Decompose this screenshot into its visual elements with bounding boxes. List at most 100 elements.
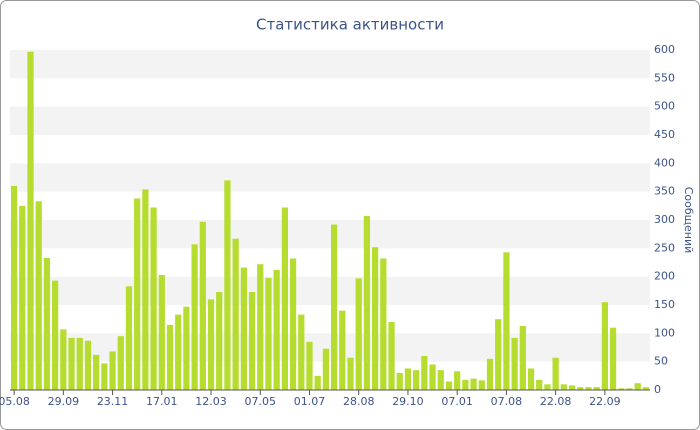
bar — [363, 216, 371, 390]
y-tick-label: 600 — [654, 43, 675, 56]
bar — [593, 387, 600, 390]
bar — [568, 385, 576, 390]
bar — [454, 371, 461, 390]
y-tick-label: 300 — [654, 213, 675, 226]
y-tick-label: 400 — [654, 156, 675, 169]
bar — [445, 381, 453, 390]
bar — [388, 322, 395, 390]
bar — [437, 370, 444, 390]
y-tick-label: 450 — [654, 128, 675, 141]
bar — [150, 207, 157, 390]
bar — [265, 277, 272, 390]
bar — [355, 278, 362, 390]
x-tick-label: 07.05 — [245, 395, 277, 408]
x-tick-label: 07.01 — [441, 395, 473, 408]
bar — [43, 257, 51, 390]
bar — [191, 244, 198, 390]
bar — [314, 375, 321, 390]
grid-band — [10, 50, 650, 79]
x-tick-label: 12.03 — [195, 395, 227, 408]
bar — [52, 280, 59, 390]
bar — [10, 186, 18, 390]
bar — [339, 310, 346, 390]
bar — [380, 258, 387, 390]
bar — [183, 306, 190, 390]
x-tick-label: 23.11 — [97, 395, 129, 408]
y-tick-label: 500 — [654, 100, 675, 113]
bar — [626, 388, 633, 390]
bar — [158, 274, 165, 390]
bar — [618, 388, 625, 390]
bar — [519, 325, 526, 390]
grid-band — [10, 276, 650, 305]
bar — [125, 286, 133, 390]
bar — [134, 198, 141, 390]
bar — [495, 319, 502, 390]
bar — [109, 351, 116, 390]
bar — [552, 357, 559, 390]
bar — [544, 384, 551, 390]
x-tick-label: 28.08 — [343, 395, 375, 408]
bar — [35, 201, 42, 390]
grid-band — [10, 106, 650, 135]
bar — [396, 373, 403, 390]
bar — [273, 269, 280, 390]
bar — [478, 380, 485, 390]
bar — [199, 221, 206, 390]
x-tick-label: 22.08 — [540, 395, 572, 408]
y-tick-label: 100 — [654, 326, 675, 339]
y-tick-label: 150 — [654, 298, 675, 311]
bar — [101, 363, 108, 390]
chart-title: Статистика активности — [256, 16, 444, 34]
x-tick-label: 29.10 — [392, 395, 424, 408]
y-tick-label: 0 — [654, 383, 661, 396]
bar — [232, 238, 239, 390]
bar — [347, 357, 354, 390]
y-axis-label: Сообщений — [682, 187, 695, 254]
bar — [511, 337, 518, 390]
bar — [577, 387, 584, 390]
bar — [421, 356, 428, 390]
bar — [257, 264, 264, 390]
grid-band — [10, 163, 650, 192]
bar — [248, 291, 256, 390]
bar — [60, 329, 67, 390]
bar — [84, 340, 92, 390]
bar — [601, 302, 608, 390]
bar — [527, 368, 535, 390]
bar — [68, 337, 75, 390]
bar — [462, 379, 469, 390]
y-tick-label: 200 — [654, 270, 675, 283]
bar — [634, 383, 641, 390]
y-tick-label: 550 — [654, 71, 675, 84]
bar — [503, 252, 510, 390]
bar — [117, 336, 124, 390]
bar — [372, 247, 379, 390]
bar — [289, 258, 297, 390]
bar — [404, 368, 412, 390]
bar — [207, 299, 215, 390]
bar — [306, 341, 313, 390]
x-tick-label: 17.01 — [146, 395, 178, 408]
bar — [76, 337, 83, 390]
x-tick-label: 05.08 — [0, 395, 30, 408]
bar — [216, 291, 223, 390]
x-tick-label: 29.09 — [48, 395, 80, 408]
bar — [330, 224, 338, 390]
y-tick-label: 250 — [654, 241, 675, 254]
bar — [93, 354, 100, 390]
bar — [240, 267, 247, 390]
bar — [585, 387, 592, 390]
x-tick-label: 01.07 — [294, 395, 326, 408]
bar — [27, 51, 34, 390]
x-tick-label: 22.09 — [589, 395, 621, 408]
bar — [560, 384, 567, 390]
bar — [642, 387, 650, 390]
bar — [19, 205, 26, 390]
bar — [298, 314, 305, 390]
grid-band — [10, 220, 650, 249]
y-tick-label: 50 — [654, 355, 668, 368]
bar — [413, 370, 420, 390]
x-tick-label: 07.08 — [491, 395, 523, 408]
